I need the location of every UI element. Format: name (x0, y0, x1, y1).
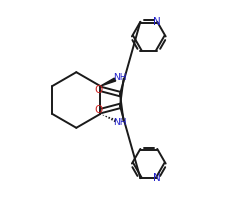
Text: O: O (95, 85, 103, 95)
Text: N: N (153, 17, 161, 27)
Polygon shape (100, 78, 116, 86)
Text: NH: NH (113, 73, 127, 82)
Text: N: N (153, 173, 161, 183)
Text: O: O (95, 105, 103, 115)
Text: NH: NH (113, 118, 127, 127)
